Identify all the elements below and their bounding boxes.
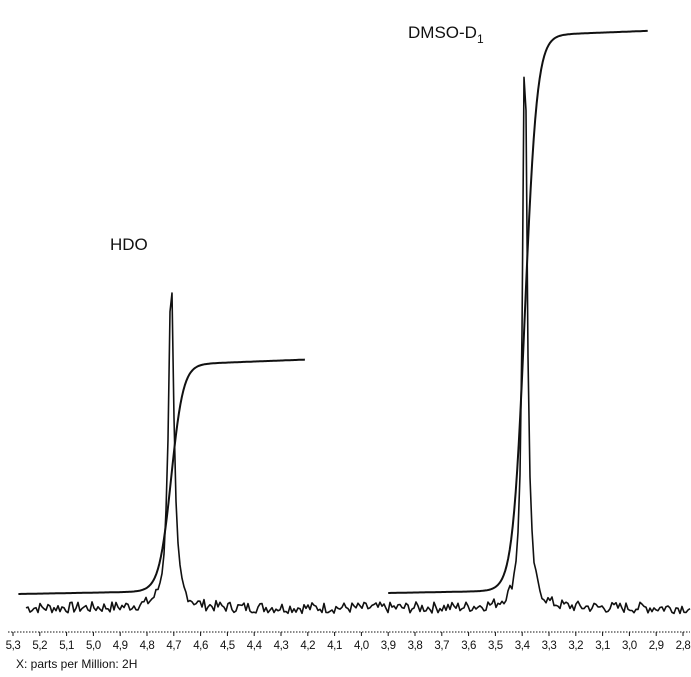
x-tick-label: 3,7 — [434, 640, 449, 652]
x-tick-label: 4,7 — [166, 640, 181, 652]
x-axis: 5,3 5,2 5,1 5,0 4,9 4,8 4,7 4,6 4,5 4,4 4,3 4,2 4,1 4… — [6, 631, 691, 671]
x-tick-label: 4,8 — [140, 640, 155, 652]
x-tick-label: 5,2 — [32, 640, 47, 652]
x-tick-label: 4,1 — [327, 640, 342, 652]
x-tick-label: 3,6 — [461, 640, 476, 652]
x-tick-label: 3,1 — [595, 640, 610, 652]
x-tick-label: 3,9 — [381, 640, 396, 652]
x-tick-label: 3,2 — [568, 640, 583, 652]
x-tick-label: 5,1 — [59, 640, 74, 652]
x-axis-title: X: parts per Million: 2H — [16, 657, 137, 671]
spectrum-line — [25, 76, 691, 615]
x-tick-label: 5,0 — [86, 640, 101, 652]
x-tick-label: 4,9 — [113, 640, 128, 652]
x-tick-label: 4,2 — [300, 640, 315, 652]
x-tick-label: 3,5 — [488, 640, 503, 652]
x-tick-label: 3,4 — [515, 640, 531, 652]
x-tick-label: 4,5 — [220, 640, 235, 652]
integral-curve-dmso — [388, 29, 648, 594]
x-tick-label: 4,6 — [193, 640, 208, 652]
peak-label-hdo: HDO — [110, 235, 148, 254]
peak-labels: HDO DMSO-D1 — [110, 23, 484, 254]
x-tick-label: 4,0 — [354, 640, 369, 652]
x-tick-label: 3,0 — [622, 640, 637, 652]
x-tick-label: 3,3 — [542, 640, 557, 652]
x-tick-label: 2,9 — [649, 640, 664, 652]
x-tick-label: 4,4 — [247, 640, 263, 652]
plot-area — [18, 29, 691, 615]
integral-curve-hdo — [18, 358, 305, 595]
x-tick-label: 3,8 — [408, 640, 423, 652]
peak-label-dmso: DMSO-D1 — [408, 23, 484, 46]
x-tick-label: 5,3 — [6, 640, 21, 652]
x-tick-label: 2,8 — [676, 640, 691, 652]
x-tick-label: 4,3 — [274, 640, 289, 652]
